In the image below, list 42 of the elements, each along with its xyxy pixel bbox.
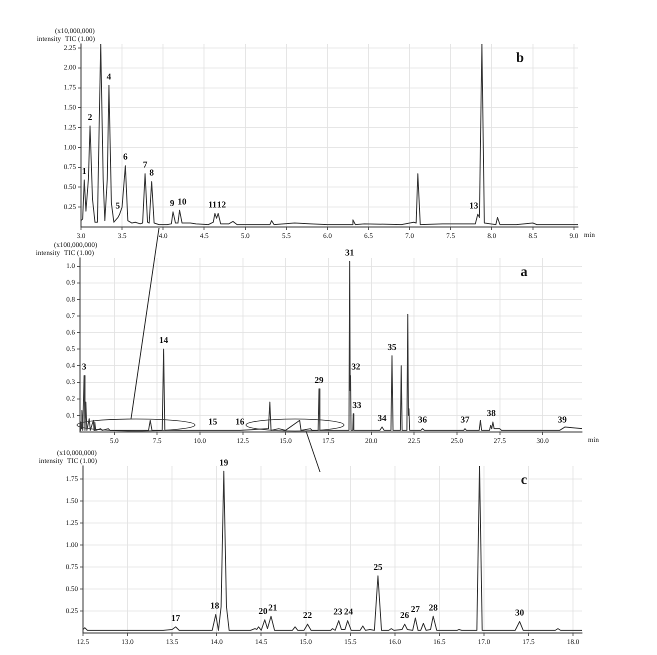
annotation: 31 [345, 247, 355, 258]
annotation: 2 [88, 112, 93, 122]
annotation: 7 [142, 160, 148, 170]
annotation: 13 [469, 200, 479, 210]
annotation: 37 [460, 414, 470, 425]
annotation: 1 [82, 166, 88, 176]
annotation: 22 [303, 610, 313, 620]
annotation: 8 [149, 168, 154, 178]
annotation: 10 [178, 196, 188, 206]
annotation: 23 [333, 606, 343, 617]
annotation: 9 [170, 198, 175, 208]
text: c [520, 473, 528, 488]
annotation: 29 [314, 374, 324, 385]
annotation: 12 [216, 199, 226, 210]
annotation: 14 [159, 335, 169, 346]
annotation: 18 [210, 600, 220, 611]
annotation: 32 [351, 362, 361, 372]
annotation: 4 [106, 71, 112, 82]
annotation: 5 [116, 200, 121, 210]
annotation: 15 [208, 416, 218, 426]
annotation: 20 [258, 606, 268, 616]
text: b [516, 51, 524, 66]
annotation: 17 [171, 612, 181, 623]
annotation: 26 [400, 610, 410, 620]
annotation: 19 [219, 457, 229, 468]
annotation: 33 [352, 400, 362, 410]
annotation: 28 [428, 602, 438, 612]
annotation: 21 [268, 602, 278, 612]
annotation: 3 [82, 362, 87, 372]
text: a [520, 265, 528, 280]
annotation: 30 [515, 608, 525, 618]
annotation: 38 [486, 408, 496, 418]
annotation: 6 [123, 152, 128, 162]
annotation: 36 [418, 414, 428, 425]
annotation: 35 [387, 342, 397, 352]
annotation: 25 [373, 562, 383, 572]
annotation: 16 [235, 416, 245, 426]
annotation: 34 [378, 413, 388, 424]
annotation: 24 [344, 606, 354, 617]
annotation: 11 [208, 199, 218, 210]
annotation: 27 [410, 604, 420, 614]
annotation: 39 [558, 414, 568, 425]
